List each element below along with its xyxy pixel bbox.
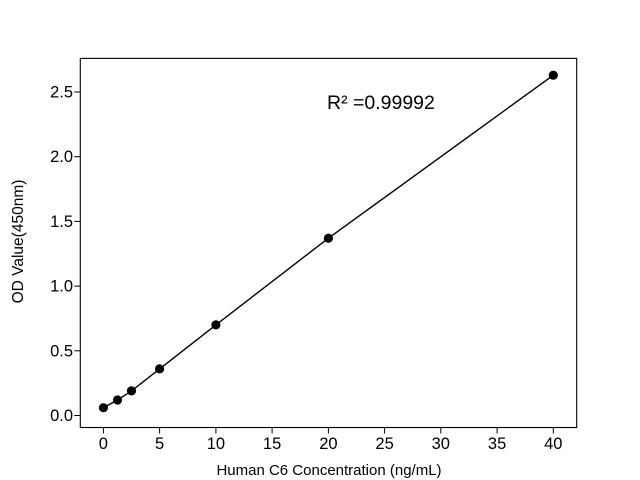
svg-text:OD Value(450nm): OD Value(450nm) — [10, 180, 27, 304]
svg-text:35: 35 — [488, 435, 506, 453]
svg-text:10: 10 — [207, 435, 225, 453]
svg-text:R² =0.99992: R² =0.99992 — [327, 92, 435, 114]
svg-text:1.0: 1.0 — [50, 278, 73, 296]
svg-text:5: 5 — [155, 435, 164, 453]
svg-text:0: 0 — [99, 435, 108, 453]
svg-text:25: 25 — [375, 435, 393, 453]
svg-text:1.5: 1.5 — [50, 213, 73, 231]
svg-text:15: 15 — [263, 435, 281, 453]
svg-text:2.0: 2.0 — [50, 148, 73, 166]
svg-text:20: 20 — [319, 435, 337, 453]
svg-text:2.5: 2.5 — [50, 84, 73, 102]
svg-text:0.0: 0.0 — [50, 407, 73, 425]
svg-text:40: 40 — [544, 435, 562, 453]
svg-text:0.5: 0.5 — [50, 342, 73, 360]
svg-text:Human C6 Concentration (ng/mL): Human C6 Concentration (ng/mL) — [216, 462, 441, 479]
svg-text:30: 30 — [432, 435, 450, 453]
